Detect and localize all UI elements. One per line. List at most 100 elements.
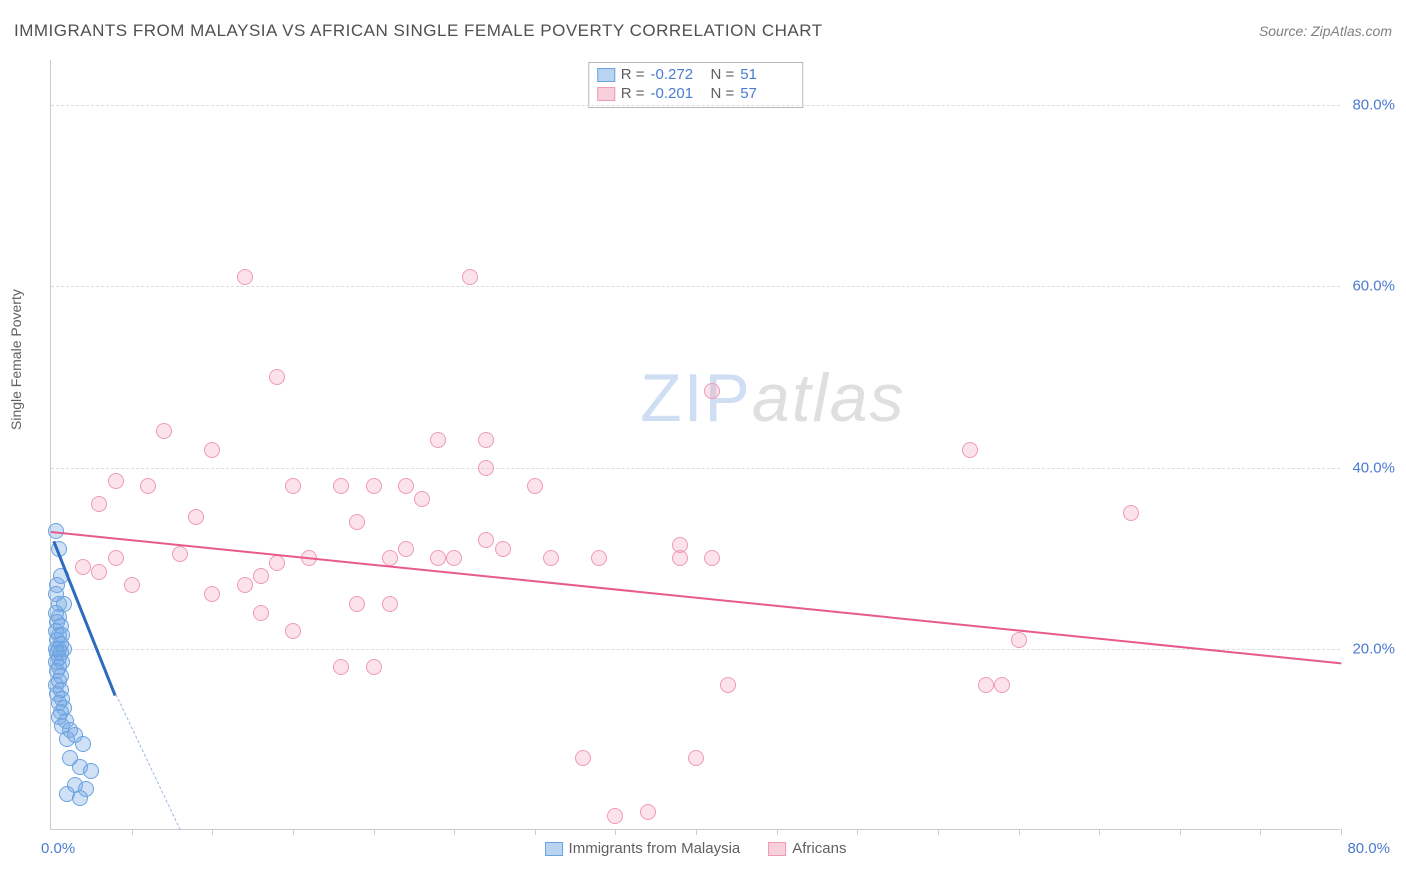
data-point [978,677,994,693]
stat-r-value: -0.272 [651,66,705,83]
x-tick [777,829,778,835]
scatter-plot-area: ZIPatlas R = -0.272N = 51R = -0.201N = 5… [50,60,1340,830]
data-point [285,478,301,494]
data-point [333,659,349,675]
data-point [398,541,414,557]
data-point [1011,632,1027,648]
data-point [962,442,978,458]
x-tick [857,829,858,835]
data-point [704,550,720,566]
x-tick [132,829,133,835]
data-point [543,550,559,566]
data-point [640,804,656,820]
x-tick [938,829,939,835]
data-point [672,537,688,553]
data-point [108,550,124,566]
data-point [72,790,88,806]
y-tick-label: 80.0% [1345,97,1395,114]
data-point [1123,505,1139,521]
x-tick [1099,829,1100,835]
data-point [237,269,253,285]
trend-line-extrapolated [115,694,180,830]
x-tick [535,829,536,835]
correlation-stats-box: R = -0.272N = 51R = -0.201N = 57 [588,62,804,108]
watermark: ZIPatlas [640,359,905,437]
data-point [607,808,623,824]
data-point [575,750,591,766]
y-tick-label: 40.0% [1345,459,1395,476]
legend-item: Africans [768,840,846,857]
chart-header: IMMIGRANTS FROM MALAYSIA VS AFRICAN SING… [14,18,1392,44]
data-point [414,491,430,507]
gridline [51,286,1340,287]
data-point [253,605,269,621]
data-point [59,731,75,747]
data-point [349,596,365,612]
x-tick [1019,829,1020,835]
data-point [269,555,285,571]
data-point [75,736,91,752]
data-point [75,559,91,575]
data-point [172,546,188,562]
data-point [204,586,220,602]
data-point [994,677,1010,693]
data-point [478,532,494,548]
data-point [333,478,349,494]
data-point [382,550,398,566]
data-point [253,568,269,584]
series-swatch [768,842,786,856]
data-point [285,623,301,639]
y-axis-label: Single Female Poverty [8,289,24,430]
data-point [349,514,365,530]
y-tick-label: 60.0% [1345,278,1395,295]
series-legend: Immigrants from Malaysia Africans [545,840,847,857]
data-point [188,509,204,525]
x-tick [696,829,697,835]
stats-row: R = -0.201 N = 57 [597,84,795,103]
gridline [51,105,1340,106]
data-point [382,596,398,612]
data-point [108,473,124,489]
data-point [430,432,446,448]
data-point [446,550,462,566]
gridline [51,468,1340,469]
y-tick-label: 20.0% [1345,640,1395,657]
data-point [430,550,446,566]
x-tick [374,829,375,835]
x-tick [212,829,213,835]
data-point [91,564,107,580]
data-point [156,423,172,439]
data-point [462,269,478,285]
data-point [124,577,140,593]
stat-n-label: N = [711,85,735,102]
data-point [478,460,494,476]
legend-label: Africans [792,840,846,857]
data-point [366,478,382,494]
x-axis-max-label: 80.0% [1347,840,1390,857]
data-point [140,478,156,494]
stat-r-value: -0.201 [651,85,705,102]
stat-n-value: 57 [740,85,794,102]
data-point [495,541,511,557]
x-tick [1341,829,1342,835]
stat-n-label: N = [711,66,735,83]
data-point [204,442,220,458]
series-swatch [545,842,563,856]
data-point [688,750,704,766]
legend-label: Immigrants from Malaysia [569,840,741,857]
stat-r-label: R = [621,66,645,83]
data-point [591,550,607,566]
x-axis-min-label: 0.0% [41,840,75,857]
data-point [704,383,720,399]
series-swatch [597,87,615,101]
x-tick [293,829,294,835]
x-tick [1180,829,1181,835]
data-point [83,763,99,779]
stat-r-label: R = [621,85,645,102]
data-point [269,369,285,385]
chart-title: IMMIGRANTS FROM MALAYSIA VS AFRICAN SING… [14,21,823,41]
legend-item: Immigrants from Malaysia [545,840,741,857]
source-attribution: Source: ZipAtlas.com [1259,23,1392,39]
x-tick [454,829,455,835]
series-swatch [597,68,615,82]
